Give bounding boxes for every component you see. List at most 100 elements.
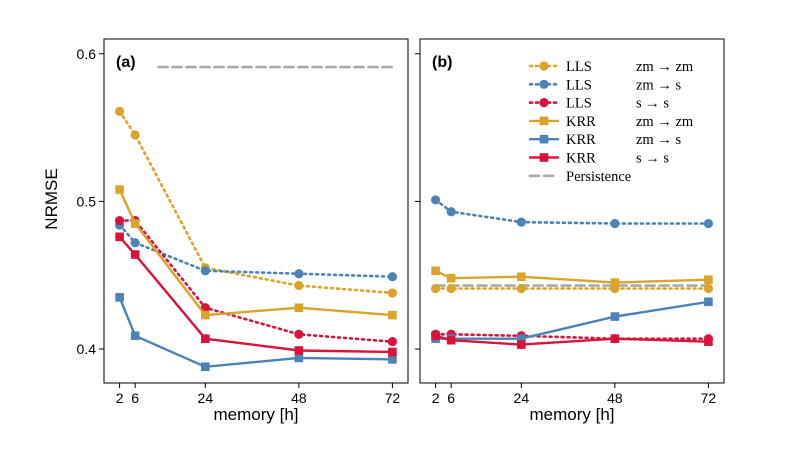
legend-method: KRR xyxy=(566,151,596,167)
data-point xyxy=(704,275,713,284)
y-tick-label: 0.6 xyxy=(77,46,97,62)
legend-method: LLS xyxy=(566,96,592,112)
legend-target: zm → s xyxy=(636,132,681,148)
legend-marker xyxy=(539,116,549,126)
x-axis-label: memory [h] xyxy=(529,405,614,424)
panel-a: 2 6 24 48 72 0.4 0.5 0.6 memory [h] (a) xyxy=(77,38,409,424)
legend-marker xyxy=(539,79,549,89)
data-point xyxy=(130,219,140,228)
x-tick-label: 24 xyxy=(198,390,214,406)
data-point xyxy=(294,303,304,313)
data-point xyxy=(294,353,304,363)
x-tick-label: 2 xyxy=(116,390,124,406)
data-point xyxy=(201,362,210,372)
x-tick-label: 6 xyxy=(131,390,139,406)
legend-marker xyxy=(539,134,549,144)
data-point xyxy=(130,130,140,140)
data-point xyxy=(704,337,713,346)
y-axis-label: NRMSE xyxy=(42,168,61,229)
data-point xyxy=(115,293,124,302)
legend-target: zm → zm xyxy=(636,59,694,75)
series-krr-s-to-s xyxy=(431,331,713,349)
legend-target: zm → s xyxy=(636,77,681,93)
panel-label: (b) xyxy=(432,54,452,71)
data-point xyxy=(130,238,140,248)
legend-marker xyxy=(539,153,549,162)
x-tick-label: 72 xyxy=(385,390,401,406)
data-point xyxy=(294,346,304,355)
series-lls-zm-to-s xyxy=(430,195,714,229)
series-lls-zm-to-s xyxy=(114,220,398,282)
series-krr-s-to-s xyxy=(115,232,397,357)
data-point xyxy=(294,280,304,291)
data-point xyxy=(430,283,441,294)
legend-method: LLS xyxy=(566,59,592,75)
legend-entry: KRR zm → s xyxy=(528,132,681,148)
data-point xyxy=(517,334,526,344)
legend-marker xyxy=(539,98,549,108)
data-point xyxy=(610,218,620,229)
data-point xyxy=(115,185,124,194)
data-point xyxy=(446,207,456,217)
data-point xyxy=(294,269,304,279)
legend-entry: KRR zm → zm xyxy=(528,114,694,130)
y-tick-label: 0.4 xyxy=(77,341,97,357)
data-point xyxy=(446,273,456,283)
legend-entry: LLS zm → s xyxy=(528,77,681,93)
data-point xyxy=(388,347,397,357)
series-lls-zm-to-zm xyxy=(430,283,714,294)
legend-method: KRR xyxy=(566,132,596,148)
data-point xyxy=(294,329,304,339)
data-point xyxy=(703,283,714,294)
data-point xyxy=(200,303,210,313)
x-tick-label: 48 xyxy=(607,390,623,406)
legend-entry: KRR s → s xyxy=(528,151,669,167)
data-point xyxy=(200,266,210,276)
data-point xyxy=(114,215,125,226)
data-point xyxy=(430,195,441,205)
data-point xyxy=(387,288,398,298)
legend-method: LLS xyxy=(566,77,592,93)
data-point xyxy=(704,297,713,307)
legend-entry: Persistence xyxy=(528,169,631,185)
data-point xyxy=(115,232,124,242)
y-tick-label: 0.5 xyxy=(77,193,97,209)
data-point xyxy=(201,310,210,320)
panel-b: 2 6 24 48 72 memory [h] (b) xyxy=(415,38,725,424)
data-point xyxy=(517,340,526,349)
data-point xyxy=(388,310,397,320)
series-line xyxy=(118,110,394,295)
data-point xyxy=(517,272,526,281)
legend-entry: LLS zm → zm xyxy=(528,59,694,75)
panel-label: (a) xyxy=(116,54,136,71)
series-krr-zm-to-s xyxy=(115,293,397,372)
x-tick-label: 2 xyxy=(432,390,440,406)
data-point xyxy=(130,250,140,259)
data-point xyxy=(446,335,456,345)
data-point xyxy=(610,278,620,287)
series-krr-zm-to-zm xyxy=(431,266,713,287)
data-point xyxy=(610,334,620,344)
data-point xyxy=(388,355,397,364)
x-tick-label: 24 xyxy=(514,390,530,406)
data-point xyxy=(610,312,620,321)
data-point xyxy=(446,283,456,294)
legend-method: KRR xyxy=(566,114,596,130)
series-krr-zm-to-zm xyxy=(115,185,397,320)
plot-frame xyxy=(103,38,409,384)
legend-entry: LLS s → s xyxy=(528,96,669,112)
x-axis-label: memory [h] xyxy=(213,405,298,424)
data-point xyxy=(431,266,440,276)
x-tick-label: 6 xyxy=(447,390,455,406)
data-point xyxy=(387,337,398,347)
x-tick-label: 48 xyxy=(291,390,307,406)
legend-target: zm → zm xyxy=(636,114,694,130)
data-point xyxy=(516,283,526,294)
data-point xyxy=(130,331,140,341)
data-point xyxy=(431,331,440,341)
data-point xyxy=(387,272,398,282)
data-point xyxy=(516,217,526,227)
data-point xyxy=(703,218,714,229)
